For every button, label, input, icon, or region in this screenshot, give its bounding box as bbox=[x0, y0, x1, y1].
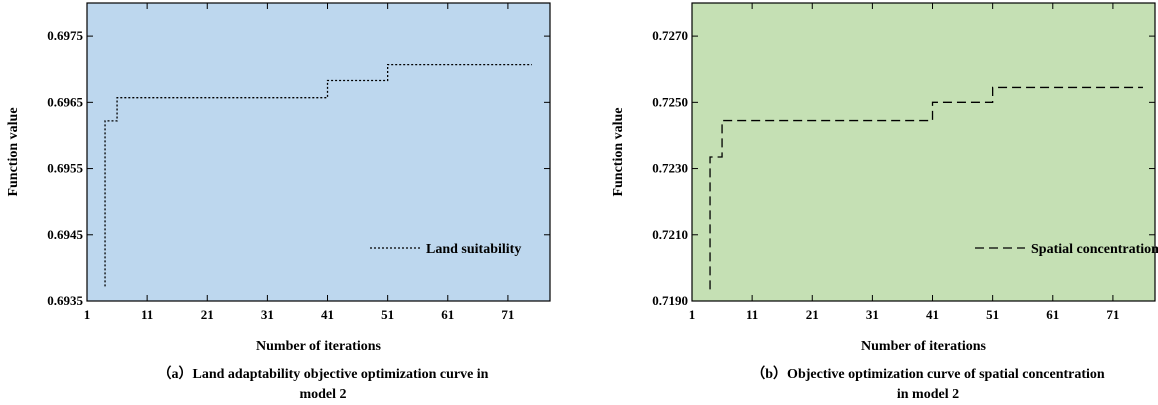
x-tick-label-a-6: 61 bbox=[441, 307, 454, 322]
x-tick-label-a-4: 41 bbox=[321, 307, 334, 322]
x-tick-label-a-3: 31 bbox=[261, 307, 274, 322]
y-tick-label-b-3: 0.7250 bbox=[652, 94, 688, 109]
caption-a-line1: （a）Land adaptability objective optimizat… bbox=[158, 366, 489, 382]
x-tick-label-a-0: 1 bbox=[84, 307, 91, 322]
x-ticks-b: 1 11 21 31 41 51 61 71 bbox=[689, 3, 1119, 322]
series-layer-b bbox=[709, 86, 1143, 290]
x-tick-label-b-4: 41 bbox=[926, 307, 939, 322]
x-tick-label-a-5: 51 bbox=[381, 307, 394, 322]
y-ticks-b: 0.7190 0.7210 0.7230 0.7250 0.7270 bbox=[652, 28, 1155, 308]
y-tick-label-a-4: 0.6975 bbox=[47, 28, 83, 43]
caption-b-line2: in model 2 bbox=[897, 387, 959, 402]
x-tick-label-a-1: 11 bbox=[141, 307, 153, 322]
x-tick-label-b-0: 1 bbox=[689, 307, 696, 322]
caption-a-line2: model 2 bbox=[299, 387, 346, 402]
legend-b: Spatial concentration bbox=[975, 242, 1158, 257]
x-axis-label-b: Number of iterations bbox=[861, 339, 986, 354]
y-tick-label-b-1: 0.7210 bbox=[652, 227, 688, 242]
caption-b-line1: （b）Objective optimization curve of spati… bbox=[751, 366, 1105, 382]
x-tick-label-b-7: 71 bbox=[1106, 307, 1119, 322]
series-line-a-0 bbox=[104, 63, 532, 287]
x-tick-label-b-1: 11 bbox=[746, 307, 758, 322]
y-tick-label-b-0: 0.7190 bbox=[652, 293, 688, 308]
legend-label-a: Land suitability bbox=[426, 242, 521, 257]
y-tick-label-b-4: 0.7270 bbox=[652, 28, 688, 43]
plot-area-b bbox=[691, 2, 1156, 302]
x-tick-label-b-6: 61 bbox=[1046, 307, 1059, 322]
x-tick-label-b-3: 31 bbox=[866, 307, 879, 322]
x-ticks-a: 1 11 21 31 41 51 61 71 bbox=[84, 3, 514, 322]
y-tick-label-a-1: 0.6945 bbox=[47, 227, 83, 242]
series-layer-a bbox=[104, 63, 532, 287]
plot-area-a bbox=[86, 2, 551, 302]
y-ticks-a: 0.6935 0.6945 0.6955 0.6965 0.6975 bbox=[47, 28, 550, 308]
x-tick-label-b-5: 51 bbox=[986, 307, 999, 322]
panel-b: 1 11 21 31 41 51 61 71 0.71900.72100.72300.7250… bbox=[611, 2, 1158, 402]
x-axis-label-a: Number of iterations bbox=[256, 339, 381, 354]
panel-a: 1 11 21 31 41 51 61 71 0.69350.69450.69550.6965… bbox=[6, 2, 551, 402]
y-tick-label-a-3: 0.6965 bbox=[47, 94, 83, 109]
x-tick-label-a-2: 21 bbox=[201, 307, 214, 322]
y-axis-label-b: Function value bbox=[611, 107, 626, 196]
series-line-b-0 bbox=[709, 86, 1143, 290]
x-tick-label-b-2: 21 bbox=[806, 307, 819, 322]
y-tick-label-a-0: 0.6935 bbox=[47, 293, 83, 308]
y-tick-label-b-2: 0.7230 bbox=[652, 161, 688, 176]
y-axis-label-a: Function value bbox=[6, 107, 21, 196]
y-tick-label-a-2: 0.6955 bbox=[47, 161, 83, 176]
legend-label-b: Spatial concentration bbox=[1031, 242, 1158, 257]
x-tick-label-a-7: 71 bbox=[501, 307, 514, 322]
legend-a: Land suitability bbox=[370, 242, 521, 257]
